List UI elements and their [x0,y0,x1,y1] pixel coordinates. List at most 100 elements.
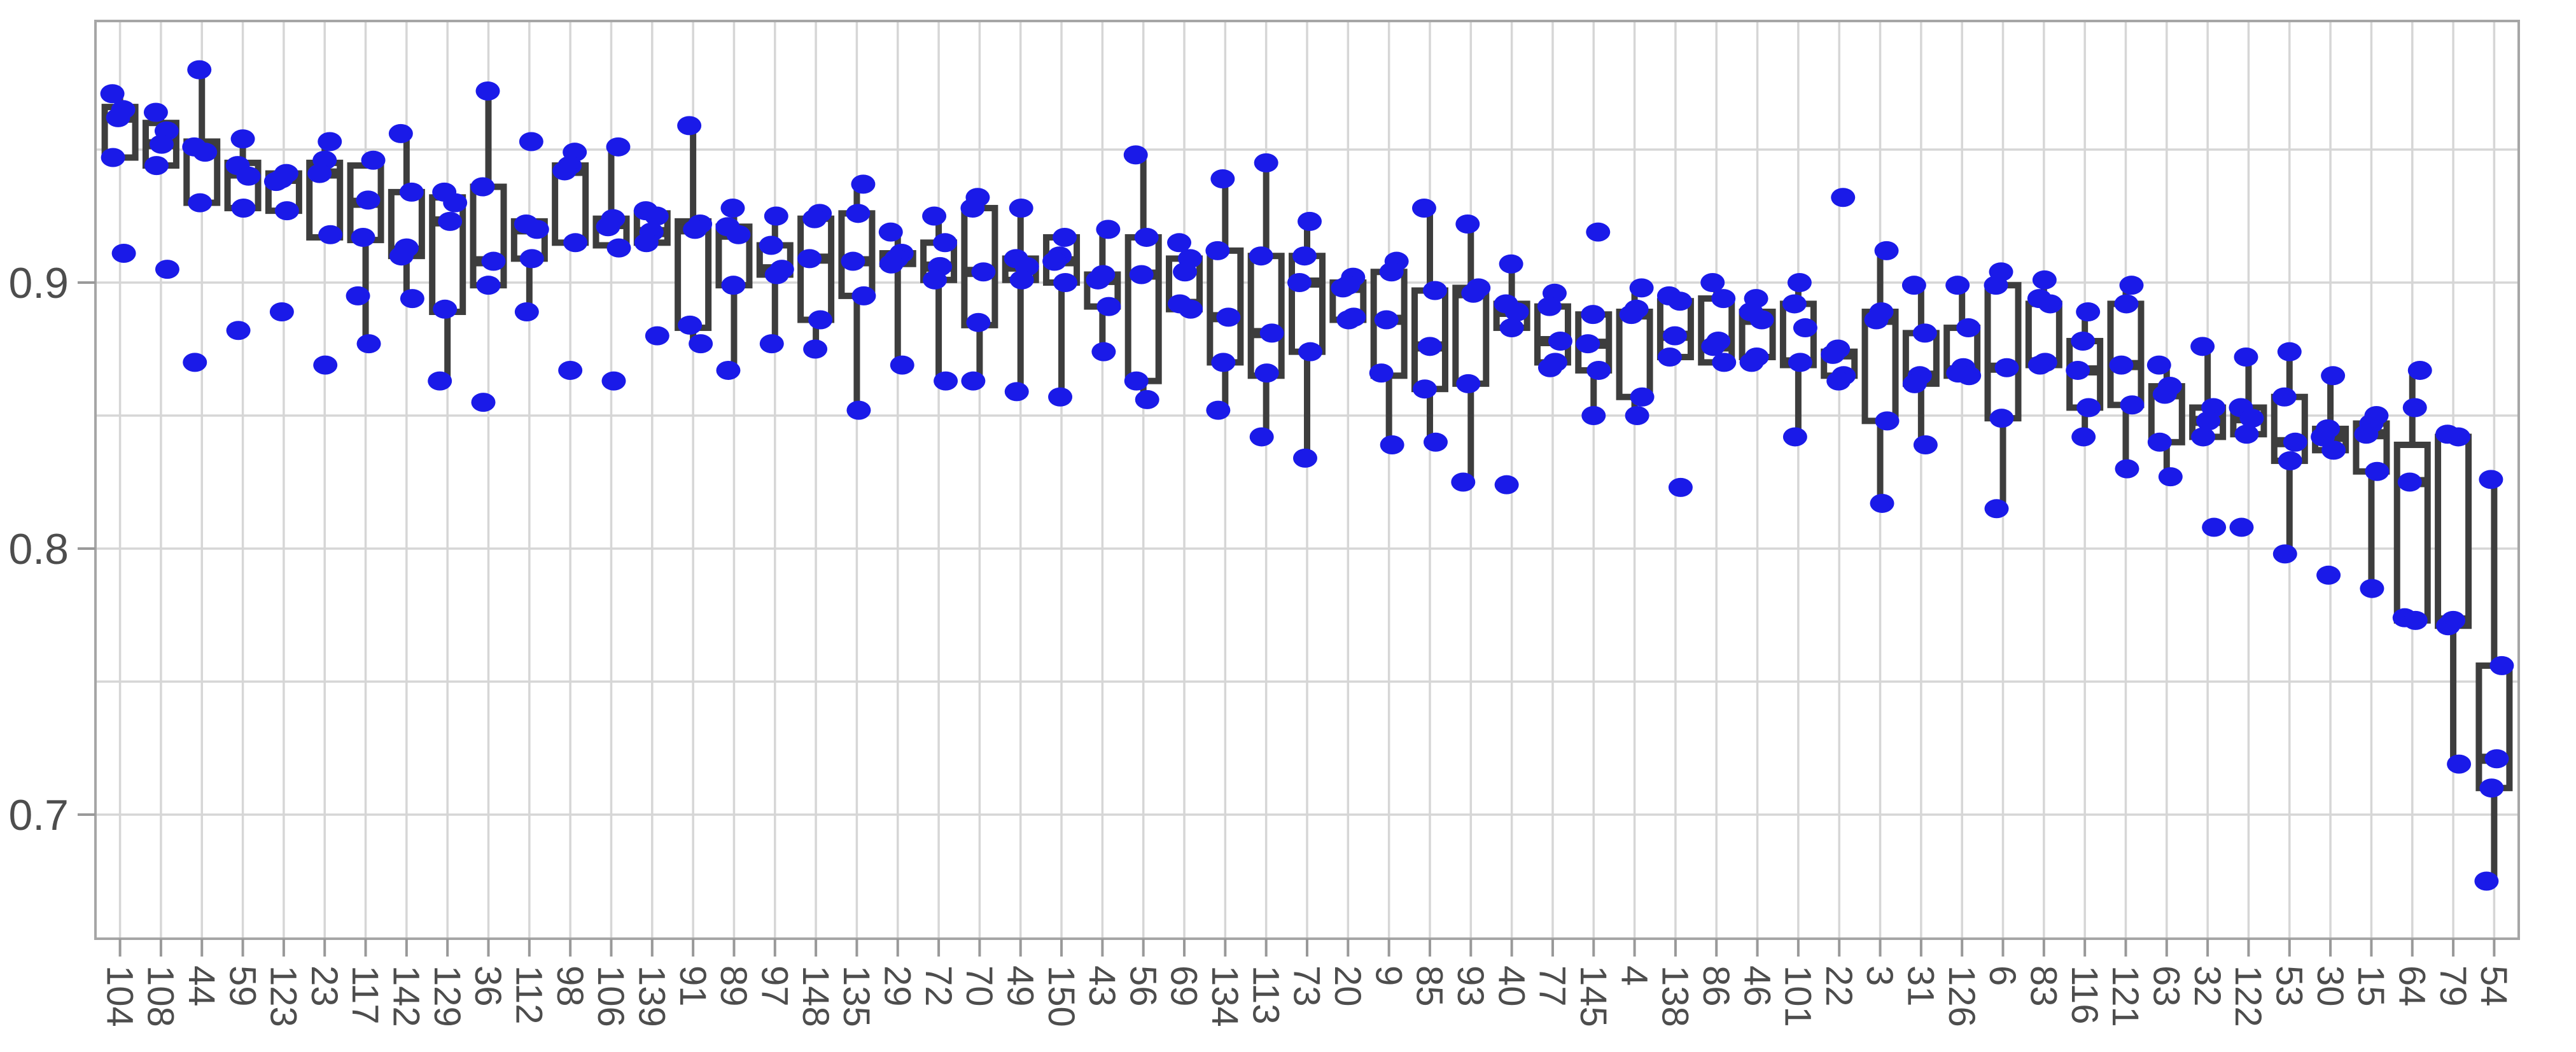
x-tick-label: 106 [590,965,631,1027]
data-point [519,249,544,269]
data-point [433,299,458,319]
data-point [759,334,784,354]
data-point [187,60,212,80]
data-point [1298,342,1322,361]
data-point [1499,318,1524,338]
data-point [1292,246,1317,266]
data-point [2479,470,2503,489]
x-tick-label: 112 [508,965,550,1024]
data-point [2474,871,2499,891]
data-point [2446,427,2471,447]
data-point [841,251,865,271]
data-point [2278,451,2302,471]
data-point [1455,214,1480,234]
data-point [399,182,424,202]
data-point [1134,227,1159,247]
x-tick-label: 23 [304,965,345,1007]
data-point [1548,331,1572,351]
data-point [1173,262,1198,282]
data-point [269,302,294,321]
x-tick-label: 85 [1409,965,1450,1007]
data-point [1821,344,1845,364]
data-point [966,312,991,332]
data-point [2119,276,2144,295]
data-point [1504,302,1529,321]
data-point [1912,323,1937,343]
x-tick-label: 4 [1613,965,1655,986]
data-point [2234,347,2258,367]
data-point [100,84,125,104]
data-point [552,161,577,181]
data-point [1123,145,1148,165]
data-point [438,211,463,231]
data-point [797,249,822,269]
data-point [1249,427,1274,447]
x-tick-label: 134 [1204,965,1245,1027]
x-tick-label: 150 [1040,965,1082,1027]
data-point [1179,299,1203,319]
box-79 [2435,433,2472,629]
x-tick-label: 91 [672,965,713,1007]
data-point [193,143,218,162]
data-point [1422,281,1447,300]
data-point [1086,270,1110,290]
data-point [1657,347,1682,367]
data-point [106,108,130,127]
data-point [1901,276,1926,295]
data-point [1206,400,1231,420]
data-point [1662,326,1687,346]
box-134 [1207,247,1244,366]
data-point [922,206,947,226]
data-point [2076,302,2101,321]
data-point [155,260,179,279]
data-point [111,244,136,263]
data-point [1782,427,1807,447]
data-point [1124,371,1149,391]
data-point [1210,169,1235,188]
data-point [2229,517,2254,537]
data-point [1630,387,1655,407]
x-tick-label: 36 [467,965,508,1007]
data-point [1374,310,1399,330]
data-point [1411,198,1436,218]
x-tick-label: 6 [1982,965,2023,986]
data-point [476,276,501,295]
data-point [1537,358,1562,377]
data-point [1129,265,1154,284]
data-point [846,400,871,420]
x-tick-label: 97 [753,965,795,1007]
x-tick-label: 113 [1245,965,1286,1024]
x-tick-label: 9 [1368,965,1409,986]
data-point [1004,382,1029,402]
data-point [1287,273,1312,292]
data-point [143,102,168,122]
data-point [1259,323,1284,343]
data-point [1298,211,1322,231]
data-point [2436,616,2461,636]
data-point [1336,310,1361,330]
box-64 [2393,441,2431,624]
data-point [1254,153,1278,172]
data-point [802,209,827,228]
data-point [878,222,903,242]
x-tick-label: 77 [1532,965,1573,1007]
data-point [1874,241,1899,260]
data-point [1787,273,1812,292]
data-point [2403,610,2428,630]
box-6 [1984,282,2022,422]
data-point [2234,424,2259,444]
data-point [475,81,500,101]
data-point [879,254,904,274]
data-point [851,286,876,305]
box-121 [2107,300,2145,409]
x-tick-label: 44 [181,965,222,1007]
data-point [1331,278,1355,298]
y-tick-label: 0.7 [8,791,69,839]
data-point [2027,355,2052,375]
data-point [1701,337,1726,356]
x-tick-label: 126 [1941,965,1982,1027]
data-point [846,204,871,223]
data-point [318,225,343,244]
x-tick-label: 73 [1286,965,1327,1007]
data-point [2038,294,2062,314]
